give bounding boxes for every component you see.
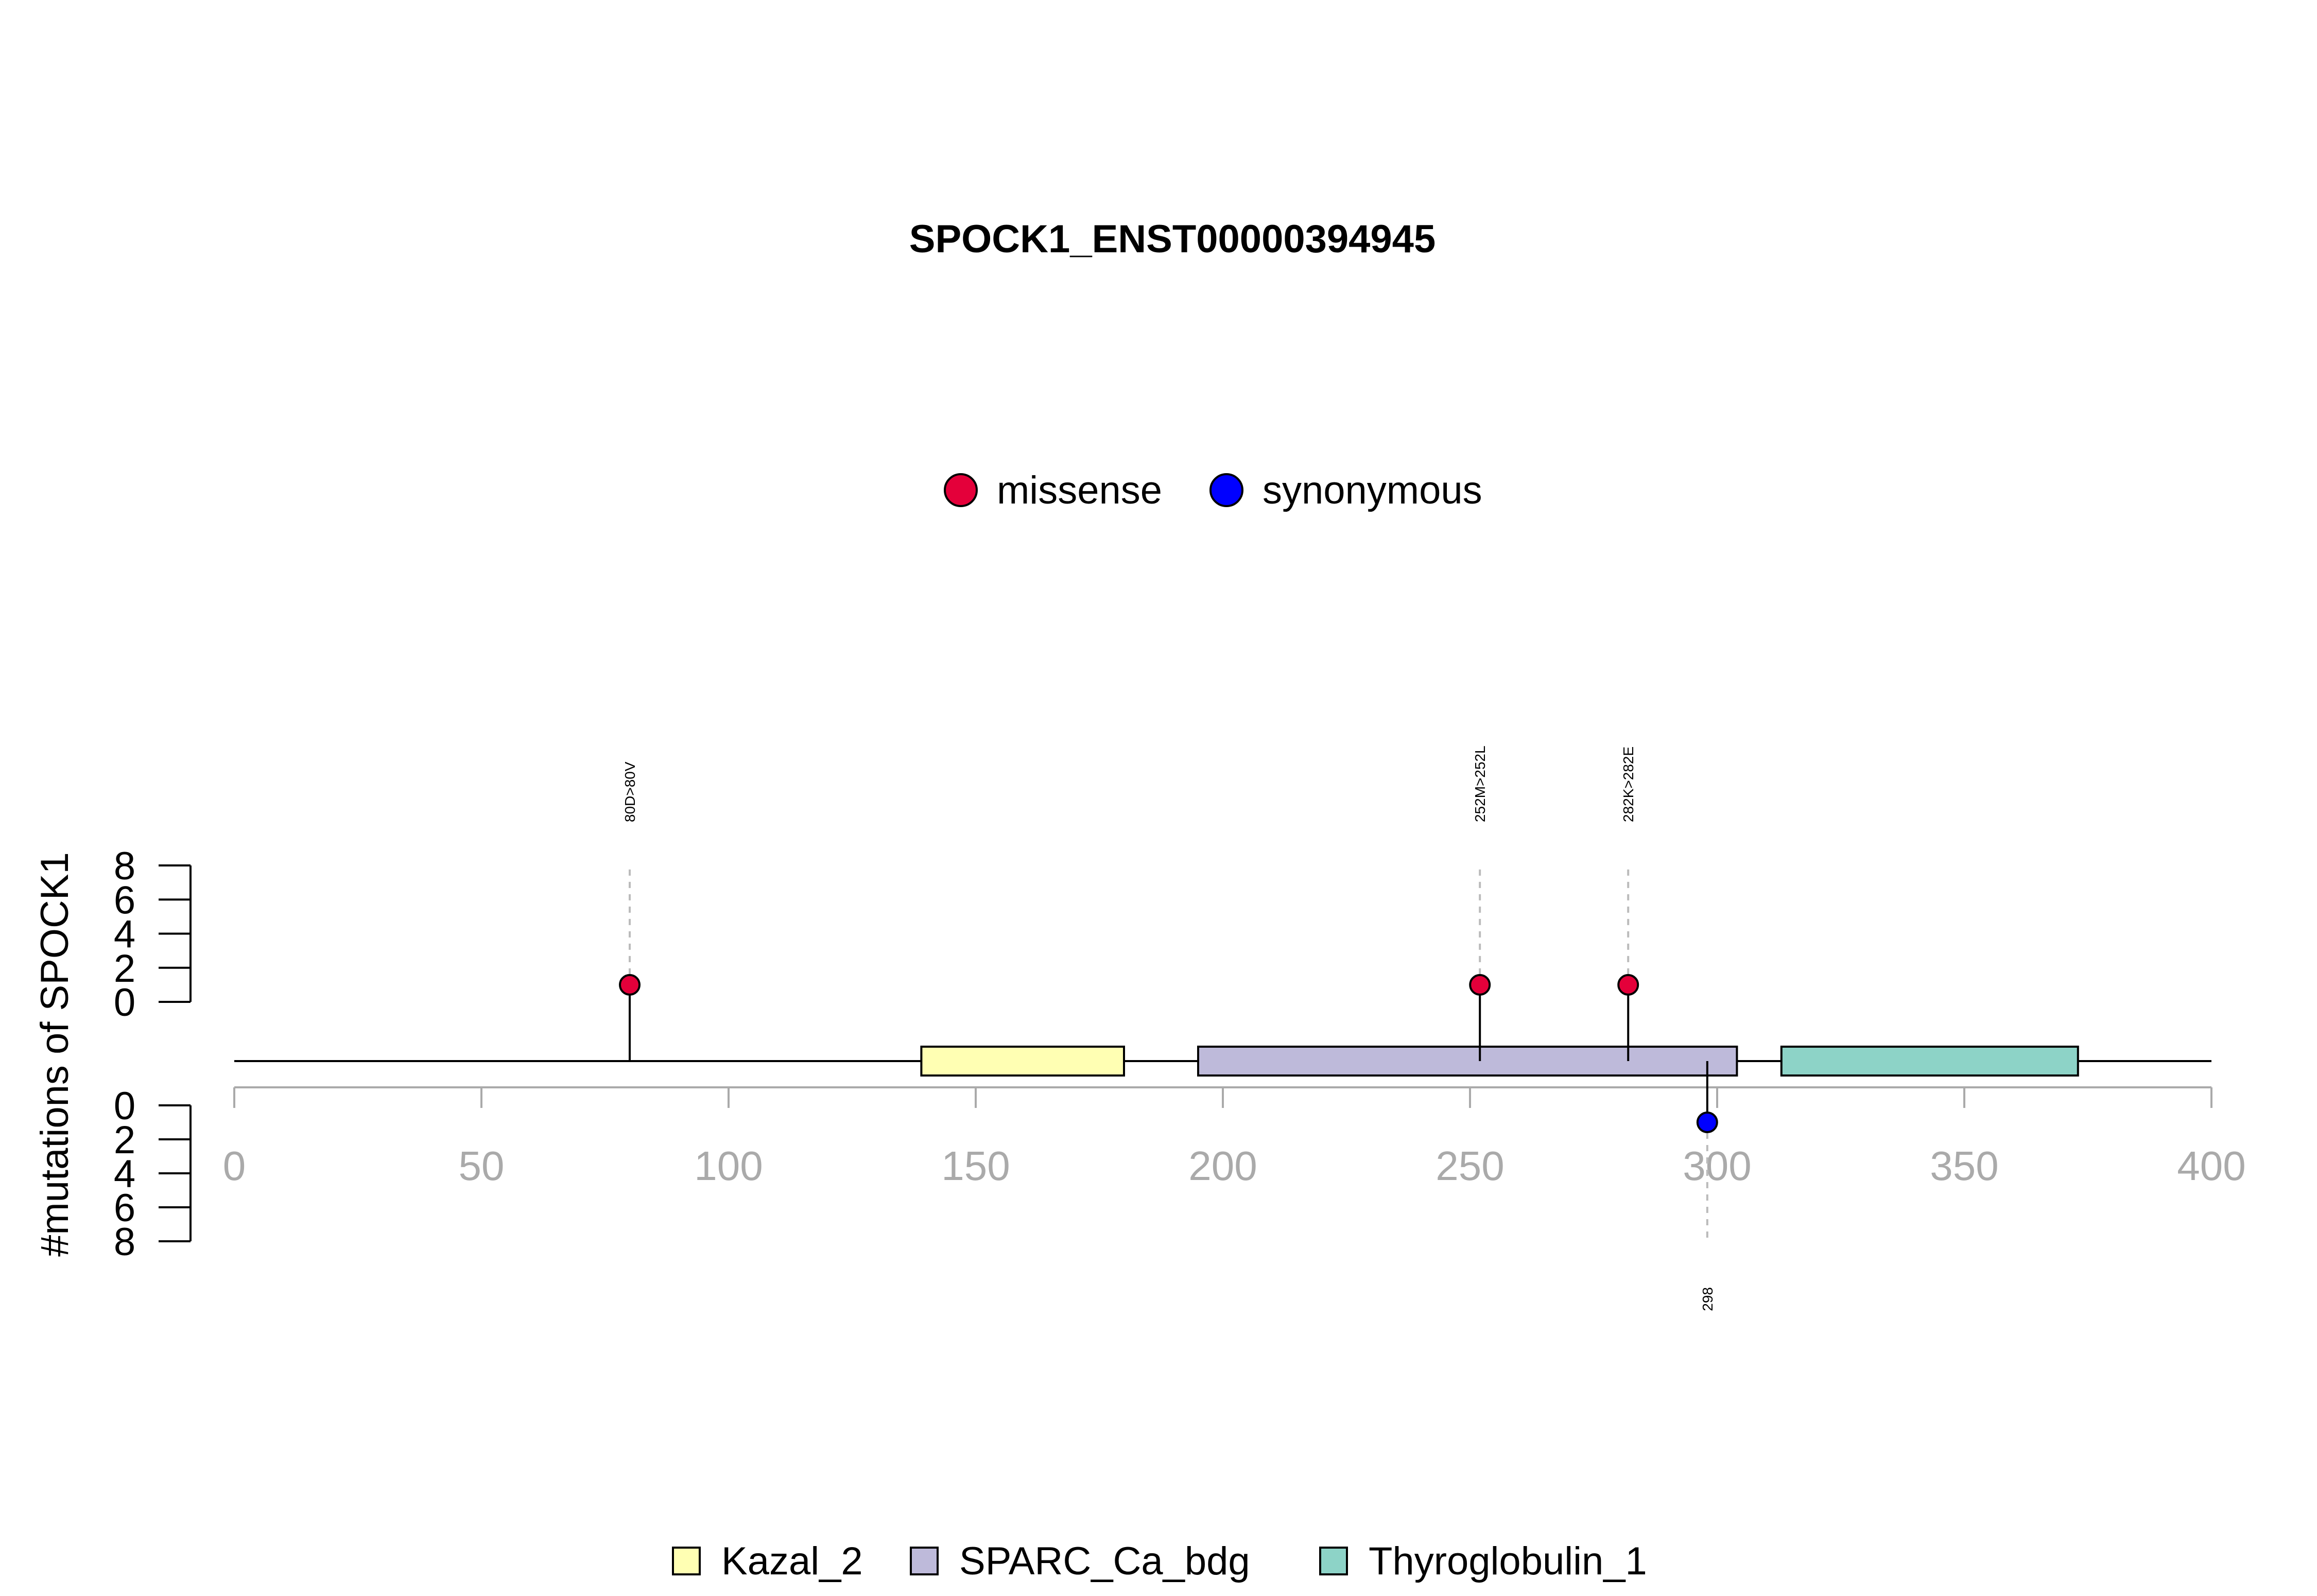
y-tick-label-top-6: 6 xyxy=(114,878,135,922)
x-tick-label-300: 300 xyxy=(1683,1143,1751,1189)
lollipop-label-252: 252M>252L xyxy=(1472,745,1488,822)
domain-box-Thyroglobulin_1 xyxy=(1780,1046,2079,1077)
x-axis: 0 50 100 150 200 250 300 350 400 xyxy=(223,1086,2246,1189)
mutation-legend: missense synonymous xyxy=(944,469,1482,512)
lollipop-label-282: 282K>282E xyxy=(1620,747,1636,822)
x-tick-label-350: 350 xyxy=(1930,1143,1998,1189)
lollipop-label-80: 80D>80V xyxy=(622,761,638,822)
y-tick-label-top-0: 0 xyxy=(114,981,135,1025)
lollipop-label-298: 298 xyxy=(1700,1287,1716,1311)
y-tick-label-bottom-0: 0 xyxy=(114,1084,135,1128)
y-tick-label-top-8: 8 xyxy=(114,844,135,888)
lollipop-head-298 xyxy=(1696,1112,1718,1133)
x-tick-label-50: 50 xyxy=(459,1143,505,1189)
y-tick-label-bottom-8: 8 xyxy=(114,1220,135,1264)
y-tick-label-top-4: 4 xyxy=(114,913,135,957)
lollipop-head-252 xyxy=(1469,974,1491,996)
y-axis-label: #mutations of SPOCK1 xyxy=(33,852,77,1257)
legend-label-synonymous: synonymous xyxy=(1263,469,1482,512)
x-tick-label-0: 0 xyxy=(223,1143,246,1189)
lollipop-head-80 xyxy=(619,974,641,996)
y-tick-label-bottom-4: 4 xyxy=(114,1152,135,1196)
x-tick-label-400: 400 xyxy=(2177,1143,2245,1189)
x-tick-label-250: 250 xyxy=(1436,1143,1504,1189)
legend-marker-synonymous xyxy=(1209,473,1243,507)
domain-boxes xyxy=(920,1046,2079,1077)
chart-title: SPOCK1_ENST00000394945 xyxy=(909,217,1436,261)
domain-box-SPARC_Ca_bdg xyxy=(1197,1046,1738,1077)
x-tick-label-200: 200 xyxy=(1188,1143,1257,1189)
legend-swatch-SPARC_Ca_bdg xyxy=(910,1547,939,1575)
legend-label-Kazal_2: Kazal_2 xyxy=(721,1539,863,1583)
legend-swatch-Kazal_2 xyxy=(672,1547,701,1575)
legend-swatch-Thyroglobulin_1 xyxy=(1319,1547,1348,1575)
legend-label-SPARC_Ca_bdg: SPARC_Ca_bdg xyxy=(959,1539,1250,1583)
y-tick-label-bottom-6: 6 xyxy=(114,1186,135,1230)
x-tick-label-150: 150 xyxy=(941,1143,1010,1189)
mutation-lollipops: 80D>80V 252M>252L 282K>282E 298 xyxy=(619,745,1718,1311)
y-tick-label-top-2: 2 xyxy=(114,947,135,991)
x-tick-label-100: 100 xyxy=(694,1143,763,1189)
y-tick-label-bottom-2: 2 xyxy=(114,1118,135,1162)
legend-label-Thyroglobulin_1: Thyroglobulin_1 xyxy=(1369,1539,1647,1583)
legend-marker-missense xyxy=(944,473,978,507)
legend-label-missense: missense xyxy=(997,469,1162,512)
domain-legend: Kazal_2 SPARC_Ca_bdg Thyroglobulin_1 xyxy=(672,1539,1647,1583)
lollipop-head-282 xyxy=(1617,974,1639,996)
domain-box-Kazal_2 xyxy=(920,1046,1126,1077)
